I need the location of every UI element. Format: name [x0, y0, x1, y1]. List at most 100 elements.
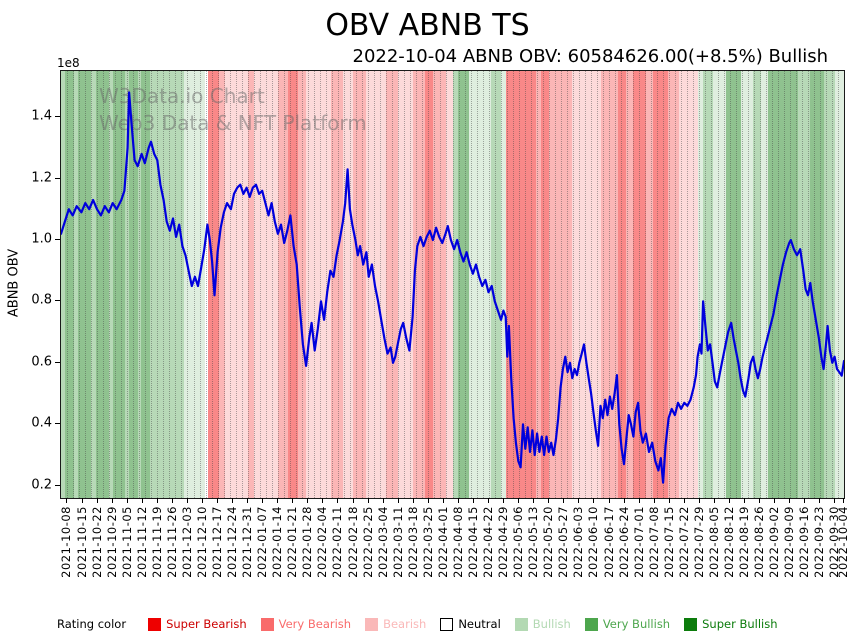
x-tick-label: 2022-04-01 — [435, 506, 450, 578]
gridline — [452, 71, 454, 498]
gridline — [199, 71, 201, 498]
gridline — [524, 71, 526, 498]
gridline — [67, 71, 69, 498]
gridline — [735, 71, 737, 498]
gridline — [536, 71, 538, 498]
rating-band-bullish — [453, 71, 458, 498]
rating-band-bearish_light — [342, 71, 354, 498]
x-tick-label: 2022-02-11 — [330, 506, 345, 578]
y-axis-offset-label: 1e8 — [57, 56, 80, 70]
gridline — [163, 71, 165, 498]
rating-band-very_bullish — [78, 71, 91, 498]
gridline — [578, 71, 580, 498]
rating-band-bearish — [331, 71, 343, 498]
x-tick-mark — [683, 498, 685, 503]
gridline — [741, 71, 743, 498]
x-tick-mark — [262, 498, 264, 503]
gridline — [301, 71, 303, 498]
rating-band-bearish — [536, 71, 541, 498]
gridline — [368, 71, 370, 498]
x-tick-mark — [382, 498, 384, 503]
gridline — [446, 71, 448, 498]
gridline — [813, 71, 815, 498]
gridline — [548, 71, 550, 498]
gridline — [530, 71, 532, 498]
rating-band-very_bearish — [425, 71, 433, 498]
gridline — [681, 71, 683, 498]
rating-band-very_bullish — [810, 71, 825, 498]
gridline — [506, 71, 508, 498]
x-tick-label: 2022-05-06 — [511, 506, 526, 578]
rating-band-bullish — [150, 71, 184, 498]
x-tick-label: 2022-07-01 — [631, 506, 646, 578]
legend-swatch — [584, 617, 598, 631]
watermark: W3Data.io Chart Web3 Data & NFT Platform — [99, 83, 367, 137]
rating-band-bullish_light — [834, 71, 844, 498]
gridline — [464, 71, 466, 498]
x-tick-mark — [397, 498, 399, 503]
rating-band-bullish — [125, 71, 130, 498]
gridline — [663, 71, 665, 498]
x-tick-label: 2022-04-29 — [496, 506, 511, 578]
x-tick-label: 2022-04-15 — [466, 506, 480, 578]
rating-band-very_bearish — [633, 71, 646, 498]
gridline — [332, 71, 334, 498]
rating-band-bullish — [490, 71, 502, 498]
gridline — [627, 71, 629, 498]
gridline — [488, 71, 490, 498]
rating-band-bearish_light — [224, 71, 249, 498]
gridline — [765, 71, 767, 498]
x-tick-label: 2022-02-25 — [360, 506, 375, 578]
gridline — [253, 71, 255, 498]
rating-band-very_bearish — [652, 71, 668, 498]
y-tick-mark — [55, 484, 60, 486]
legend-item-bullish: Bullish — [514, 617, 571, 631]
gridline — [837, 71, 839, 498]
x-tick-mark — [713, 498, 715, 503]
x-tick-mark — [171, 498, 173, 503]
gridline — [717, 71, 719, 498]
rating-band-bearish — [277, 71, 289, 498]
legend-swatch — [148, 617, 162, 631]
x-tick-label: 2022-06-03 — [571, 506, 586, 578]
legend-item-super-bearish: Super Bearish — [148, 617, 247, 631]
x-tick-label: 2022-09-23 — [812, 506, 827, 578]
gridline — [283, 71, 285, 498]
legend-label: Bullish — [532, 617, 571, 631]
legend-label: Super Bearish — [166, 617, 247, 631]
x-tick-label: 2022-07-29 — [691, 506, 706, 578]
x-tick-mark — [804, 498, 806, 503]
rating-band-bullish — [703, 71, 714, 498]
x-tick-mark — [593, 498, 595, 503]
gridline — [500, 71, 502, 498]
gridline — [585, 71, 586, 498]
x-tick-label: 2021-10-08 — [59, 506, 74, 578]
rating-band-bearish_light — [446, 71, 454, 498]
x-tick-mark — [563, 498, 565, 503]
gridline — [356, 71, 358, 498]
y-tick-label: 1.0 — [31, 231, 52, 247]
x-tick-label: 2022-03-18 — [405, 506, 420, 578]
obv-line-series — [61, 91, 844, 484]
gridline — [795, 71, 797, 498]
rating-band-very_bearish — [618, 71, 627, 498]
x-tick-label: 2022-01-14 — [270, 506, 285, 578]
gridline — [675, 71, 677, 498]
rating-band-very_bullish — [64, 71, 75, 498]
x-tick-label: 2021-12-10 — [194, 506, 209, 578]
x-tick-mark — [427, 498, 429, 503]
x-tick-label: 2022-03-11 — [390, 506, 405, 578]
gridline — [831, 71, 833, 498]
x-tick-mark — [518, 498, 520, 503]
x-tick-label: 2022-08-12 — [721, 506, 736, 578]
legend-item-neutral: Neutral — [440, 617, 501, 631]
gridline — [277, 71, 279, 498]
x-tick-mark — [457, 498, 459, 503]
gridline — [669, 71, 671, 498]
y-tick-label: 1.4 — [31, 108, 52, 124]
gridline — [271, 71, 273, 498]
gridline — [597, 71, 599, 498]
x-tick-mark — [578, 498, 580, 503]
gridline — [350, 71, 352, 498]
y-tick-label: 0.6 — [31, 354, 52, 370]
